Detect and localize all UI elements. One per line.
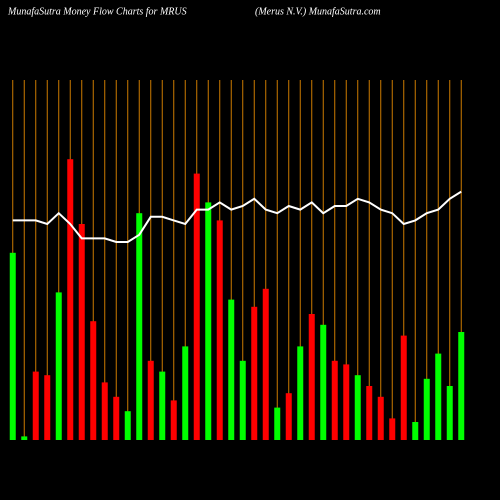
bar (262, 288, 269, 440)
bar (446, 386, 453, 440)
bar (170, 400, 177, 440)
bar (308, 314, 315, 440)
bar (21, 436, 28, 440)
bar (136, 213, 143, 440)
bar (251, 306, 258, 440)
bar (113, 396, 120, 440)
bar (78, 224, 85, 440)
bar (354, 375, 361, 440)
chart-title: MunafaSutra Money Flow Charts for MRUS (7, 6, 187, 17)
bar (366, 386, 373, 440)
bar (90, 321, 97, 440)
bar (320, 324, 327, 440)
bar (55, 292, 62, 440)
bar (389, 418, 396, 440)
bar (377, 396, 384, 440)
bar (193, 173, 200, 440)
bar (67, 159, 74, 440)
bar (205, 202, 212, 440)
bar (216, 220, 223, 440)
bar (159, 371, 166, 440)
bar (297, 346, 304, 440)
bar (458, 332, 465, 440)
bar (435, 353, 442, 440)
bar (147, 360, 154, 440)
bar (412, 422, 419, 440)
bar (228, 299, 235, 440)
bar (331, 360, 338, 440)
chart-subtitle: (Merus N.V.) MunafaSutra.com (255, 6, 381, 17)
bar (9, 252, 16, 440)
bar (400, 335, 407, 440)
bar (32, 371, 39, 440)
bar (239, 360, 246, 440)
bar (274, 407, 281, 440)
bar (182, 346, 189, 440)
bar (101, 382, 108, 440)
bar (285, 393, 292, 440)
bar (124, 411, 131, 440)
bar (343, 364, 350, 440)
bar (44, 375, 51, 440)
money-flow-line (12, 190, 462, 243)
bar (423, 378, 430, 440)
